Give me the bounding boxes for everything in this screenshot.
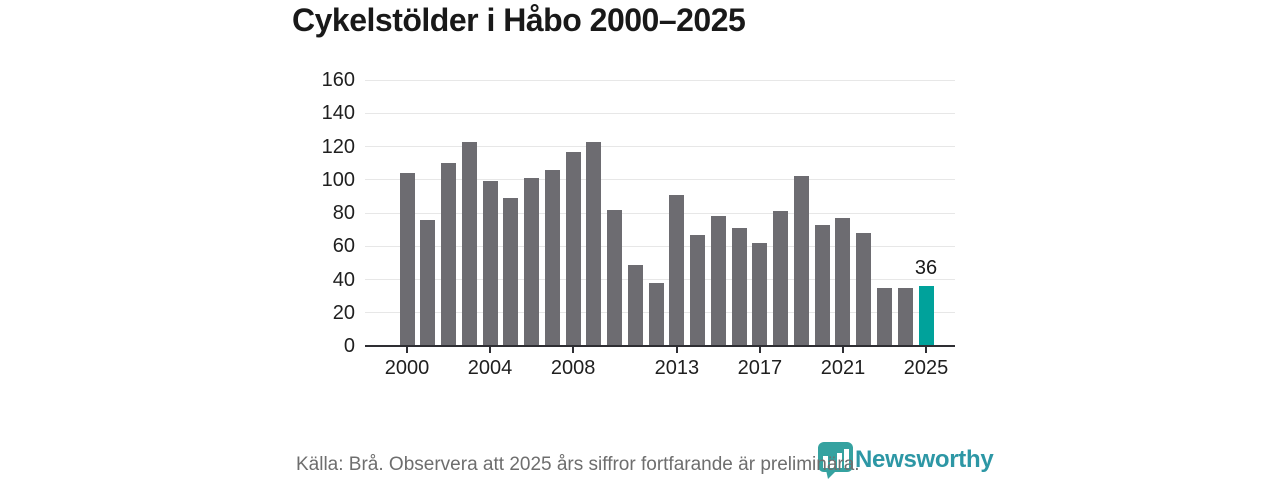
- x-axis-line: [365, 345, 955, 347]
- bar-2023: [876, 287, 892, 346]
- gridline-40: [365, 279, 955, 280]
- bar-2016: [731, 227, 747, 346]
- highlight-value-label: 36: [914, 257, 938, 280]
- source-note: Källa: Brå. Observera att 2025 års siffr…: [296, 454, 860, 475]
- x-tick-2008: [572, 346, 575, 353]
- newsworthy-logo: Newsworthy: [817, 441, 994, 479]
- gridline-120: [365, 146, 955, 147]
- bar-2006: [524, 178, 540, 346]
- x-tick-label-2004: 2004: [467, 357, 513, 379]
- bar-2007: [544, 169, 560, 346]
- bar-2005: [503, 198, 519, 346]
- y-tick-label: 80: [332, 202, 355, 224]
- bar-2020: [814, 224, 830, 346]
- gridline-160: [365, 79, 955, 81]
- newsworthy-bar-chart-bubble-icon: [818, 442, 853, 479]
- y-tick-label: 120: [321, 135, 355, 158]
- x-tick-label-2017: 2017: [737, 357, 783, 379]
- bar-2001: [420, 219, 436, 346]
- x-tick-label-2025: 2025: [903, 357, 949, 379]
- x-axis: 2000 2004 2008 2013 2017 2021 2025: [365, 357, 955, 383]
- x-tick-2017: [758, 346, 761, 353]
- bar-2012: [648, 282, 664, 346]
- x-tick-label-2000: 2000: [384, 357, 430, 379]
- gridline-60: [365, 245, 955, 247]
- gridline-140: [365, 112, 955, 114]
- x-tick-2013: [675, 346, 678, 353]
- y-tick-label: 0: [343, 335, 355, 357]
- bar-2014: [690, 234, 706, 346]
- bar-2011: [627, 264, 643, 346]
- bar-2017: [752, 242, 768, 346]
- gridline-80: [365, 212, 955, 214]
- bar-2021: [835, 218, 851, 346]
- x-tick-label-2013: 2013: [654, 357, 700, 379]
- bar-2002: [441, 163, 457, 346]
- bar-2015: [710, 216, 726, 346]
- x-tick-2004: [489, 346, 492, 353]
- y-tick-label: 40: [332, 268, 355, 291]
- x-tick-2025: [925, 346, 927, 353]
- y-tick-label: 60: [332, 235, 355, 258]
- bar-2004: [482, 181, 498, 346]
- bar-2010: [607, 209, 623, 346]
- y-tick-label: 20: [332, 301, 355, 324]
- plot-area: 36: [365, 79, 955, 353]
- bar-2024: [897, 287, 913, 346]
- bar-2003: [461, 141, 477, 346]
- y-tick-label: 100: [321, 168, 355, 191]
- bar-2019: [793, 176, 809, 346]
- gridline-100: [365, 179, 955, 181]
- bar-2013: [669, 194, 685, 346]
- bar-2009: [586, 141, 602, 346]
- bar-2000: [399, 173, 415, 346]
- bar-2018: [773, 211, 789, 346]
- bar-2008: [565, 151, 581, 346]
- logo-bars: [823, 449, 849, 468]
- chart-title: Cykelstölder i Håbo 2000–2025: [292, 2, 746, 38]
- y-axis: 0 20 40 60 80 100 120 140 160: [288, 69, 355, 357]
- y-tick-label: 140: [321, 102, 355, 125]
- y-tick-label: 160: [321, 69, 355, 91]
- bar-2022: [856, 232, 872, 346]
- newsworthy-wordmark: Newsworthy: [855, 446, 994, 473]
- x-tick-label-2021: 2021: [820, 357, 866, 379]
- x-tick-label-2008: 2008: [550, 357, 596, 379]
- x-tick-2000: [406, 346, 408, 353]
- bar-2025: [918, 286, 934, 346]
- x-tick-2021: [841, 346, 844, 353]
